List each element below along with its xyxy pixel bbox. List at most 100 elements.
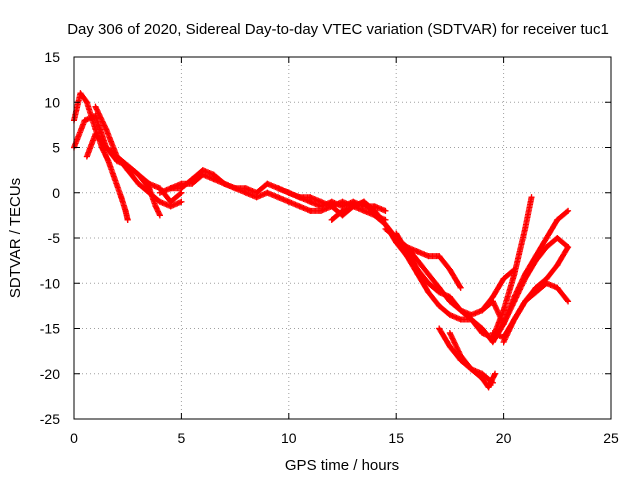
data-point — [318, 207, 325, 214]
x-tick-label: 10 — [281, 430, 297, 446]
data-point — [178, 198, 185, 205]
data-point — [307, 207, 314, 214]
data-point — [414, 248, 421, 255]
data-point — [92, 103, 99, 110]
data-point — [111, 176, 118, 183]
data-point — [242, 189, 249, 196]
y-axis-label: SDTVAR / TECUs — [7, 178, 24, 298]
data-point — [103, 126, 110, 133]
x-axis-ticks: 0 5 10 15 20 25 — [70, 57, 619, 446]
data-point — [118, 194, 125, 201]
data-point — [522, 225, 529, 232]
data-point — [543, 280, 550, 287]
series-arc-13 — [479, 207, 572, 327]
data-point — [350, 203, 357, 210]
data-point — [178, 180, 185, 187]
data-point — [152, 203, 159, 210]
data-point — [457, 352, 464, 359]
x-tick-label: 20 — [496, 430, 512, 446]
data-point — [146, 180, 153, 187]
data-point — [146, 189, 153, 196]
data-point — [457, 307, 464, 314]
data-point — [543, 235, 550, 241]
data-point — [156, 198, 163, 205]
data-point — [436, 302, 443, 309]
y-tick-label: -5 — [48, 230, 61, 246]
chart-title: Day 306 of 2020, Sidereal Day-to-day VTE… — [67, 21, 609, 38]
data-point — [489, 298, 496, 305]
series-arc-12 — [446, 330, 499, 391]
data-point — [446, 330, 453, 337]
data-point — [328, 216, 335, 223]
series-arc-4 — [92, 103, 185, 210]
data-point — [307, 194, 314, 201]
data-point — [532, 289, 539, 296]
data-point — [565, 298, 572, 305]
data-point — [124, 167, 131, 174]
data-point — [468, 366, 475, 373]
data-point — [156, 189, 163, 196]
data-point — [210, 176, 217, 183]
data-point — [479, 307, 486, 314]
data-point — [436, 253, 443, 260]
data-point — [511, 271, 518, 278]
data-point — [489, 339, 496, 346]
data-point — [382, 225, 389, 232]
data-point — [360, 207, 367, 214]
data-point — [543, 244, 550, 251]
series-arc-2 — [71, 112, 163, 219]
data-point — [425, 271, 432, 278]
data-point — [554, 284, 561, 291]
data-point — [189, 180, 196, 187]
data-point — [135, 171, 142, 178]
x-tick-label: 0 — [70, 430, 78, 446]
x-axis-label: GPS time / hours — [285, 457, 399, 474]
data-point — [393, 230, 400, 237]
data-point — [485, 384, 492, 391]
data-series — [71, 90, 572, 391]
data-point — [113, 153, 120, 160]
data-point — [296, 194, 303, 201]
data-point — [479, 375, 486, 382]
data-point — [425, 289, 432, 296]
data-point — [103, 144, 110, 151]
data-point — [135, 180, 142, 187]
data-point — [264, 180, 271, 187]
data-point — [232, 185, 239, 192]
data-point — [511, 293, 518, 300]
data-point — [105, 158, 112, 165]
series-arc-1 — [71, 90, 131, 223]
series-markers — [71, 112, 163, 219]
data-point — [565, 244, 572, 251]
series-arc-3 — [83, 130, 185, 205]
data-point — [264, 189, 271, 196]
data-point — [285, 189, 292, 196]
data-point — [457, 316, 464, 323]
data-point — [77, 90, 84, 97]
data-point — [167, 185, 174, 192]
y-tick-label: -15 — [40, 321, 60, 337]
data-point — [275, 185, 282, 192]
data-point — [124, 216, 131, 223]
y-tick-label: -25 — [40, 411, 60, 427]
data-point — [382, 207, 389, 214]
y-tick-label: 10 — [44, 94, 60, 110]
data-point — [275, 194, 282, 201]
data-point — [500, 307, 507, 314]
data-point — [285, 198, 292, 205]
data-point — [554, 235, 561, 241]
data-point — [492, 370, 499, 377]
data-point — [554, 216, 561, 223]
y-tick-label: 0 — [52, 185, 60, 201]
data-point — [296, 203, 303, 210]
y-tick-label: 15 — [44, 49, 60, 65]
data-point — [122, 207, 129, 214]
x-tick-label: 25 — [603, 430, 619, 446]
data-point — [489, 330, 496, 337]
data-point — [167, 203, 174, 210]
data-point — [318, 198, 325, 205]
data-point — [436, 325, 443, 332]
data-point — [446, 266, 453, 273]
data-point — [457, 284, 464, 291]
